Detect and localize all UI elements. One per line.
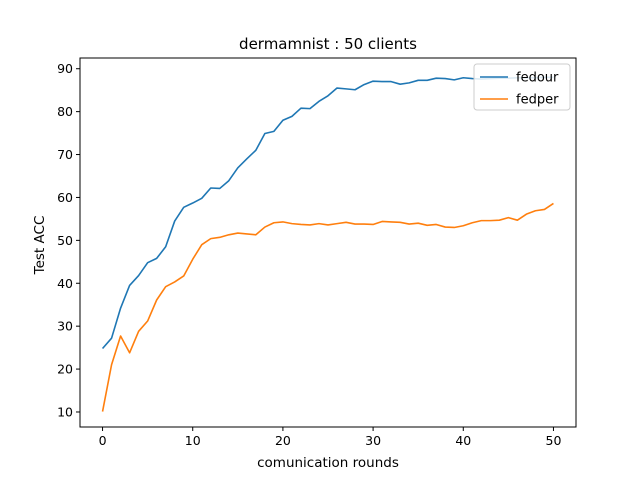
series-layer xyxy=(101,76,554,412)
x-tick-label: 10 xyxy=(185,433,201,448)
y-tick-label: 60 xyxy=(57,190,73,205)
legend-label-fedour: fedour xyxy=(516,71,559,86)
y-tick-label: 70 xyxy=(57,147,73,162)
x-tick-label: 50 xyxy=(546,433,562,448)
series-line-fedour xyxy=(101,76,554,350)
y-tick-label: 50 xyxy=(57,233,73,248)
x-tick-label: 20 xyxy=(275,433,291,448)
chart-title: dermamnist : 50 clients xyxy=(239,35,417,53)
y-tick-label: 80 xyxy=(57,104,73,119)
y-tick-label: 10 xyxy=(57,404,73,419)
y-tick-label: 30 xyxy=(57,319,73,334)
x-tick-label: 30 xyxy=(365,433,381,448)
x-axis-label: comunication rounds xyxy=(257,455,399,471)
x-tick-label: 0 xyxy=(99,433,107,448)
y-tick-label: 40 xyxy=(57,276,73,291)
legend-label-fedper: fedper xyxy=(516,93,559,108)
x-tick-label: 40 xyxy=(455,433,471,448)
legend: fedour fedper xyxy=(473,63,571,111)
y-axis-label: Test ACC xyxy=(32,216,48,276)
series-line-fedper xyxy=(101,202,554,412)
y-axis: 10 20 30 40 50 60 70 80 90 xyxy=(57,61,80,419)
y-tick-label: 20 xyxy=(57,362,73,377)
plot-frame xyxy=(79,57,577,428)
y-tick-label: 90 xyxy=(57,61,73,76)
x-axis: 0 10 20 30 40 50 xyxy=(99,427,562,448)
